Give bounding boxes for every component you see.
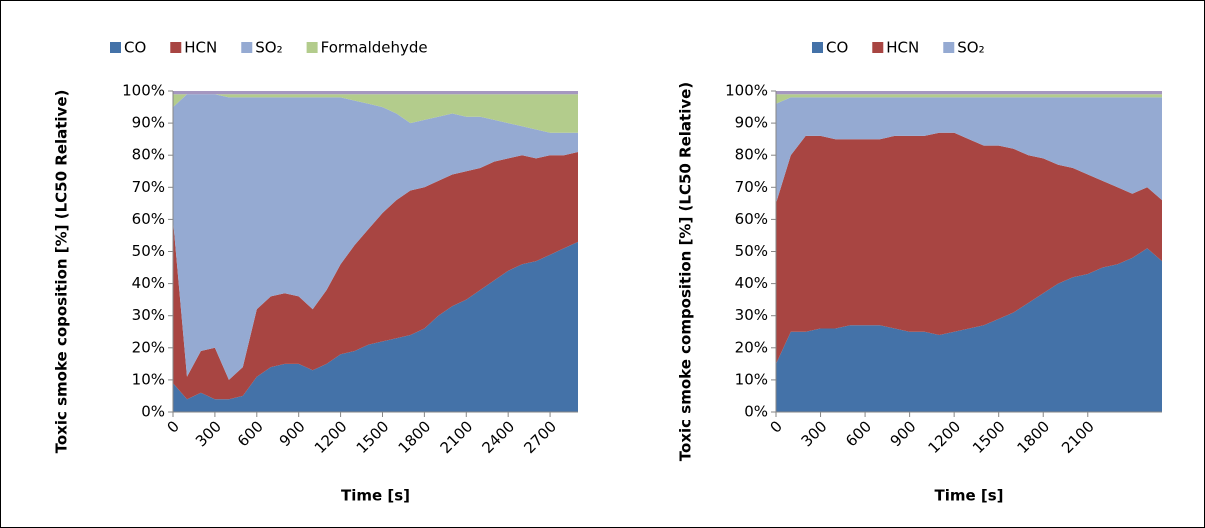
area bbox=[776, 248, 1162, 412]
y-tick-label: 100% bbox=[725, 82, 768, 100]
legend-label: HCN bbox=[184, 39, 217, 57]
y-tick-label: 50% bbox=[132, 242, 165, 260]
y-tick-label: 0% bbox=[141, 403, 165, 421]
legend-label: CO bbox=[826, 39, 848, 57]
y-axis-title: Toxic smoke composition [%] (LC50 Relati… bbox=[677, 82, 695, 461]
area bbox=[173, 152, 578, 400]
x-axis-title: Time [s] bbox=[934, 487, 1003, 505]
y-tick-label: 20% bbox=[735, 338, 768, 356]
area bbox=[776, 91, 1162, 95]
area bbox=[776, 132, 1162, 364]
y-tick-label: 100% bbox=[122, 82, 165, 100]
y-tick-label: 10% bbox=[132, 370, 165, 388]
legend-swatch bbox=[170, 42, 182, 53]
y-tick-label: 30% bbox=[735, 306, 768, 324]
y-tick-label: 50% bbox=[735, 242, 768, 260]
y-tick-label: 30% bbox=[132, 306, 165, 324]
y-tick-label: 90% bbox=[735, 114, 768, 132]
y-tick-label: 10% bbox=[735, 370, 768, 388]
area bbox=[776, 94, 1162, 104]
area bbox=[173, 94, 578, 133]
legend-swatch bbox=[943, 42, 955, 53]
legend-label: HCN bbox=[886, 39, 919, 57]
area bbox=[173, 94, 578, 380]
area bbox=[776, 97, 1162, 204]
y-tick-label: 60% bbox=[132, 210, 165, 228]
y-tick-label: 40% bbox=[735, 274, 768, 292]
legend-label: SO₂ bbox=[255, 39, 282, 57]
legend-swatch bbox=[872, 42, 884, 53]
legend-label: Formaldehyde bbox=[321, 39, 428, 57]
y-tick-label: 80% bbox=[132, 146, 165, 164]
legend-swatch bbox=[241, 42, 253, 53]
area bbox=[173, 241, 578, 412]
y-tick-label: 40% bbox=[132, 274, 165, 292]
legend-swatch bbox=[812, 42, 823, 53]
y-tick-label: 90% bbox=[132, 114, 165, 132]
y-tick-label: 70% bbox=[132, 178, 165, 196]
y-tick-label: 0% bbox=[744, 403, 768, 421]
y-axis-title: Toxic smoke coposition [%] (LC50 Relativ… bbox=[53, 90, 71, 454]
y-tick-label: 60% bbox=[735, 210, 768, 228]
legend-swatch bbox=[306, 42, 318, 53]
y-tick-label: 80% bbox=[735, 146, 768, 164]
legend-label: SO₂ bbox=[957, 39, 984, 57]
y-tick-label: 70% bbox=[735, 178, 768, 196]
legend-label: CO bbox=[124, 39, 146, 57]
legend-swatch bbox=[110, 42, 121, 53]
x-axis-title: Time [s] bbox=[341, 487, 410, 505]
area bbox=[173, 91, 578, 95]
y-tick-label: 20% bbox=[132, 338, 165, 356]
